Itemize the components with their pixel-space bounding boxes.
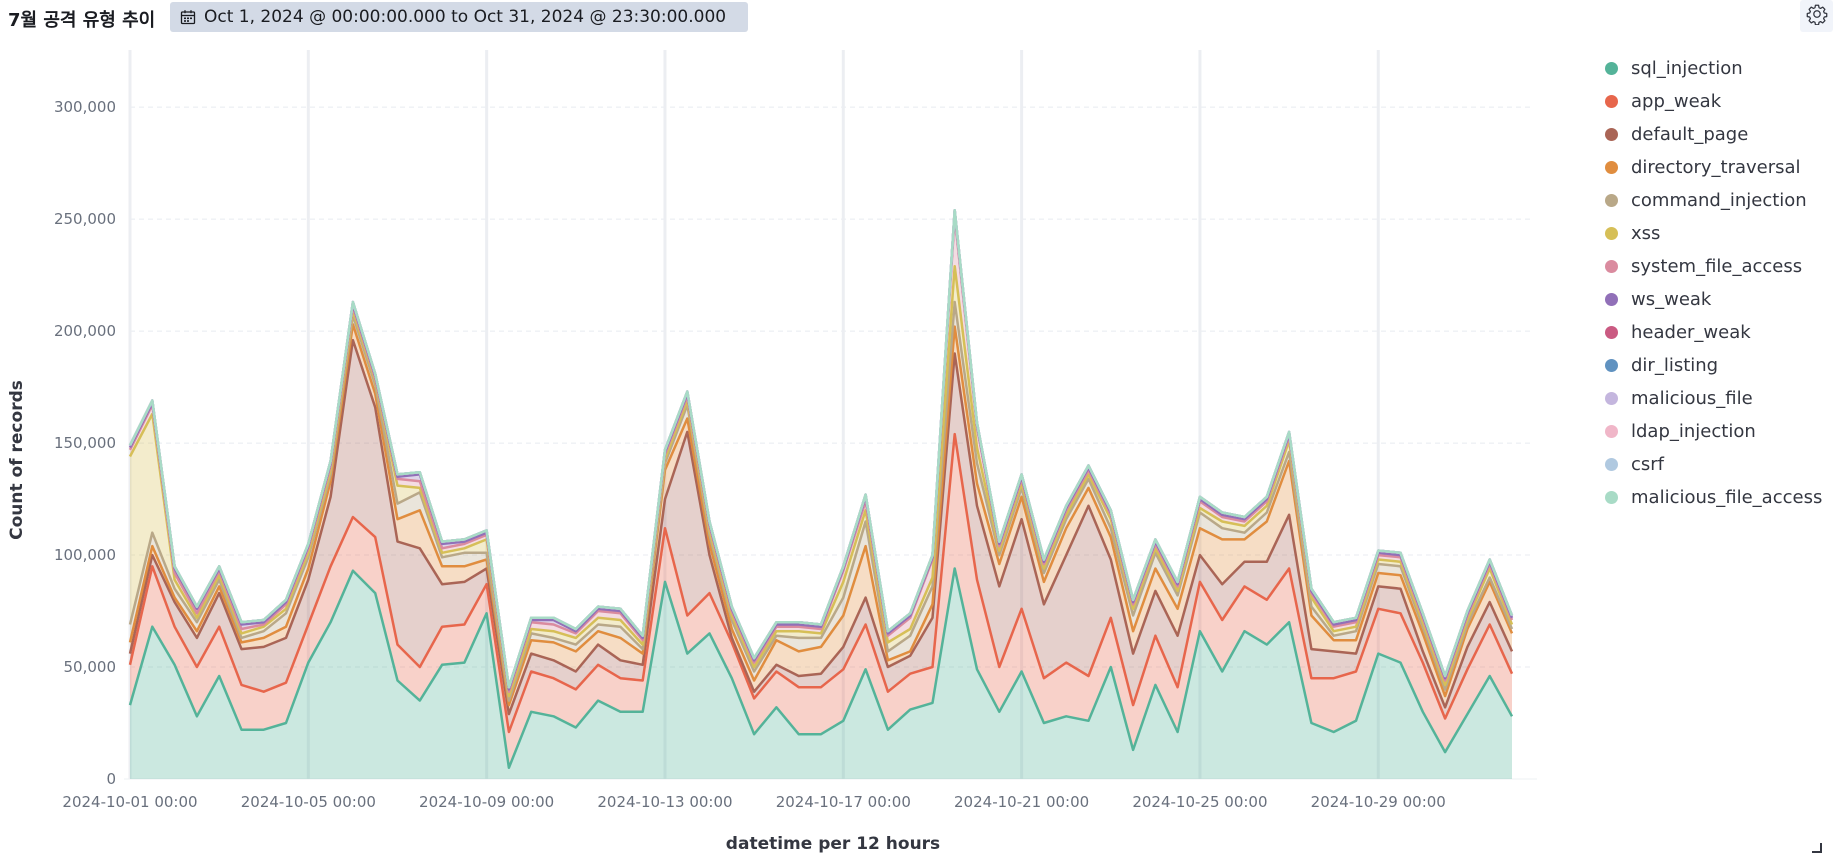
legend-item[interactable]: sql_injection xyxy=(1605,52,1831,85)
settings-button[interactable] xyxy=(1800,0,1833,32)
legend-label: sql_injection xyxy=(1631,58,1743,79)
y-axis-label-container: Count of records xyxy=(6,280,28,640)
stacked-area-chart: 0 50,000 100,000 150,000 200,000 250,000 300,0… xyxy=(54,50,1537,811)
grid xyxy=(124,50,1537,780)
legend-label: csrf xyxy=(1631,454,1665,475)
legend-item[interactable]: default_page xyxy=(1605,118,1831,151)
legend-label: malicious_file xyxy=(1631,388,1753,409)
x-tick-label: 2024-10-29 00:00 xyxy=(1311,793,1446,811)
legend-label: app_weak xyxy=(1631,91,1722,112)
legend-item[interactable]: app_weak xyxy=(1605,85,1831,118)
legend-label: default_page xyxy=(1631,124,1749,145)
line-sql_injection xyxy=(128,567,1514,770)
x-tick-label: 2024-10-01 00:00 xyxy=(62,793,197,811)
legend-swatch xyxy=(1605,392,1618,405)
legend-label: ws_weak xyxy=(1631,289,1712,310)
legend-label: ldap_injection xyxy=(1631,421,1756,442)
legend-swatch xyxy=(1605,326,1618,339)
legend-swatch xyxy=(1605,62,1618,75)
area-default_page xyxy=(130,340,1512,732)
legend-item[interactable]: csrf xyxy=(1605,448,1831,481)
legend-label: malicious_file_access xyxy=(1631,487,1823,508)
area-layers xyxy=(130,210,1512,779)
panel-title: 7월 공격 유형 추이 xyxy=(8,10,156,31)
legend-label: system_file_access xyxy=(1631,256,1803,277)
gear-icon xyxy=(1806,3,1828,29)
legend-label: dir_listing xyxy=(1631,355,1719,376)
panel-header: 7월 공격 유형 추이 Oct 1, 2024 @ 00:00:00.000 t… xyxy=(0,0,1833,34)
y-tick-label: 100,000 xyxy=(54,546,116,564)
area-directory_traversal xyxy=(130,324,1512,715)
legend-label: directory_traversal xyxy=(1631,157,1801,178)
area-sql_injection xyxy=(130,568,1512,779)
legend-item[interactable]: xss xyxy=(1605,217,1831,250)
legend-swatch xyxy=(1605,161,1618,174)
legend-label: command_injection xyxy=(1631,190,1807,211)
y-tick-label: 200,000 xyxy=(54,322,116,340)
legend-item[interactable]: malicious_file_access xyxy=(1605,481,1831,514)
legend-swatch xyxy=(1605,359,1618,372)
y-tick-label: 250,000 xyxy=(54,210,116,228)
series-lines xyxy=(128,208,1514,770)
time-range-text: Oct 1, 2024 @ 00:00:00.000 to Oct 31, 20… xyxy=(204,7,727,27)
area-app_weak xyxy=(130,434,1512,768)
y-tick-label: 150,000 xyxy=(54,434,116,452)
legend-swatch xyxy=(1605,227,1618,240)
x-tick-label: 2024-10-05 00:00 xyxy=(241,793,376,811)
legend-swatch xyxy=(1605,458,1618,471)
legend-swatch xyxy=(1605,194,1618,207)
calendar-icon xyxy=(180,9,196,25)
legend-item[interactable]: ws_weak xyxy=(1605,283,1831,316)
legend-swatch xyxy=(1605,293,1618,306)
legend-swatch xyxy=(1605,260,1618,273)
legend-item[interactable]: ldap_injection xyxy=(1605,415,1831,448)
line-command_injection xyxy=(128,300,1514,702)
legend-item[interactable]: command_injection xyxy=(1605,184,1831,217)
legend-item[interactable]: directory_traversal xyxy=(1605,151,1831,184)
x-tick-label: 2024-10-13 00:00 xyxy=(597,793,732,811)
y-tick-label: 50,000 xyxy=(64,658,117,676)
legend-item[interactable]: dir_listing xyxy=(1605,349,1831,382)
x-axis-label: datetime per 12 hours xyxy=(725,834,941,854)
line-malicious_file_access xyxy=(128,208,1514,689)
legend-item[interactable]: header_weak xyxy=(1605,316,1831,349)
x-tick-label: 2024-10-25 00:00 xyxy=(1132,793,1267,811)
y-tick-label: 300,000 xyxy=(54,98,116,116)
line-directory_traversal xyxy=(128,323,1514,707)
legend-swatch xyxy=(1605,425,1618,438)
legend-swatch xyxy=(1605,491,1618,504)
legend-swatch xyxy=(1605,95,1618,108)
area-command_injection xyxy=(130,302,1512,706)
legend-label: header_weak xyxy=(1631,322,1751,343)
y-tick-label: 0 xyxy=(106,770,116,788)
line-default_page xyxy=(128,338,1514,716)
x-axis-ticks: 2024-10-01 00:00 2024-10-05 00:00 2024-10-… xyxy=(62,793,1445,811)
time-range-badge[interactable]: Oct 1, 2024 @ 00:00:00.000 to Oct 31, 20… xyxy=(170,2,748,32)
y-axis-label: Count of records xyxy=(7,380,27,540)
legend-label: xss xyxy=(1631,223,1661,244)
x-tick-label: 2024-10-21 00:00 xyxy=(954,793,1089,811)
resize-handle[interactable] xyxy=(1812,843,1822,853)
legend-item[interactable]: malicious_file xyxy=(1605,382,1831,415)
legend-item[interactable]: system_file_access xyxy=(1605,250,1831,283)
x-tick-label: 2024-10-17 00:00 xyxy=(776,793,911,811)
x-tick-label: 2024-10-09 00:00 xyxy=(419,793,554,811)
y-axis-ticks: 0 50,000 100,000 150,000 200,000 250,000 300,0… xyxy=(54,98,116,788)
line-app_weak xyxy=(128,432,1514,734)
legend-swatch xyxy=(1605,128,1618,141)
